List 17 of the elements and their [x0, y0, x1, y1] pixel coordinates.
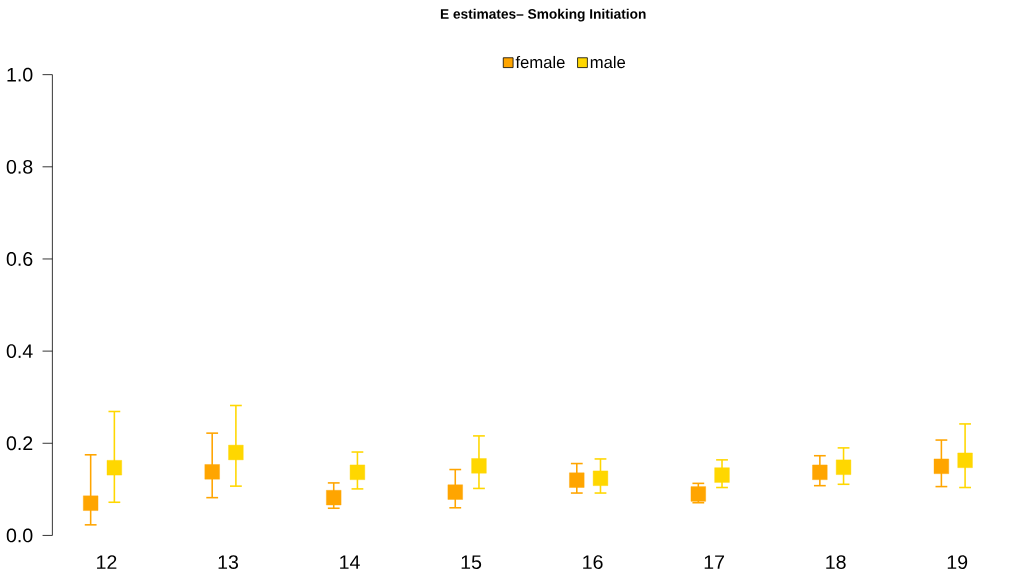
y-tick-label: 0.0: [6, 528, 33, 543]
legend-label: male: [590, 56, 626, 69]
y-tick-label: 0.4: [6, 344, 33, 359]
x-tick-label: 15: [461, 555, 482, 570]
y-tick-label: 0.2: [6, 436, 33, 451]
x-tick-label: 12: [97, 555, 117, 569]
y-tick-label: 0.8: [6, 160, 33, 174]
y-tick-label: 0.6: [6, 252, 33, 267]
x-tick-label: 18: [826, 555, 846, 570]
x-tick-label: 19: [947, 555, 968, 570]
chart-title: E estimates– Smoking Initiation: [440, 8, 646, 22]
x-tick-label: 13: [218, 555, 239, 570]
x-tick-label: 17: [704, 555, 725, 569]
legend-label: female: [515, 56, 565, 69]
y-tick-label: 1.0: [7, 67, 33, 82]
x-tick-label: 14: [340, 555, 360, 569]
x-tick-label: 16: [583, 555, 603, 570]
